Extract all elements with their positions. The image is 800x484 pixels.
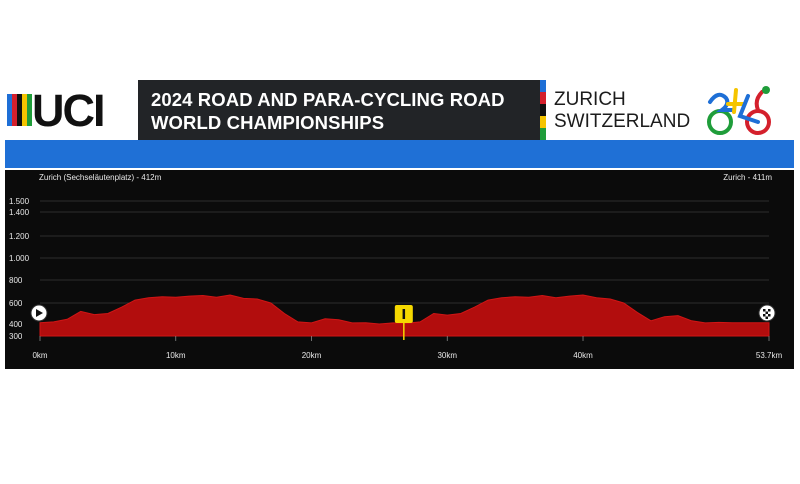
zurich-2024-logo-icon: [700, 82, 780, 138]
y-tick-label: 400: [9, 320, 23, 329]
x-axis: 0km 10km 20km 30km 40km 53.7km: [32, 336, 782, 360]
x-tick-label: 53.7km: [756, 351, 783, 360]
event-header: UCI 2024 ROAD AND PARA-CYCLING ROAD WORL…: [5, 80, 794, 140]
blue-band: [5, 140, 794, 168]
uci-logo-text: UCI: [32, 85, 104, 136]
elevation-profile: Zurich (Sechseläutenplatz) - 412m Zurich…: [5, 170, 794, 369]
x-tick-label: 20km: [302, 351, 322, 360]
event-title-line-1: 2024 ROAD AND PARA-CYCLING ROAD: [151, 89, 505, 110]
rainbow-stripe-bar: [540, 80, 546, 140]
uci-logo: UCI: [5, 80, 138, 140]
x-tick-label: 30km: [437, 351, 457, 360]
elevation-chart: Zurich (Sechseläutenplatz) - 412m Zurich…: [9, 173, 782, 360]
host-city: ZURICH SWITZERLAND: [554, 89, 690, 133]
x-tick-label: 0km: [32, 351, 47, 360]
play-icon[interactable]: [30, 304, 48, 322]
city-name: ZURICH: [554, 89, 626, 110]
title-band: 2024 ROAD AND PARA-CYCLING ROAD WORLD CH…: [138, 80, 540, 140]
y-tick-label: 1.400: [9, 208, 30, 217]
y-tick-label: 1.200: [9, 232, 30, 241]
y-tick-label: 600: [9, 299, 23, 308]
uci-rainbow-stripes: [7, 94, 32, 126]
checkpoint-marker-icon[interactable]: [394, 305, 413, 340]
finish-flag-icon[interactable]: [758, 304, 776, 322]
y-tick-label: 300: [9, 332, 23, 341]
finish-location-label: Zurich - 411m: [723, 173, 772, 182]
y-axis: 300 400 600 800 1.000 1.200 1.400 1.500: [9, 197, 30, 341]
y-tick-label: 1.000: [9, 254, 30, 263]
y-tick-label: 800: [9, 276, 23, 285]
event-title-line-2: WORLD CHAMPIONSHIPS: [151, 112, 385, 133]
x-tick-label: 10km: [166, 351, 186, 360]
y-tick-label: 1.500: [9, 197, 30, 206]
elevation-area: [39, 294, 770, 337]
country-name: SWITZERLAND: [554, 111, 691, 132]
x-tick-label: 40km: [573, 351, 593, 360]
start-location-label: Zurich (Sechseläutenplatz) - 412m: [39, 173, 162, 182]
